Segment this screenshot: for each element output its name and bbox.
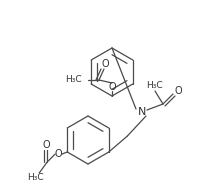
Text: O: O	[108, 82, 116, 92]
Text: H₃C: H₃C	[65, 76, 82, 84]
Text: O: O	[42, 140, 50, 150]
Text: N: N	[138, 107, 146, 117]
Text: H₃C: H₃C	[146, 82, 162, 90]
Text: O: O	[101, 59, 109, 69]
Text: O: O	[174, 86, 182, 96]
Text: H₃C: H₃C	[27, 174, 43, 183]
Text: O: O	[54, 149, 62, 159]
